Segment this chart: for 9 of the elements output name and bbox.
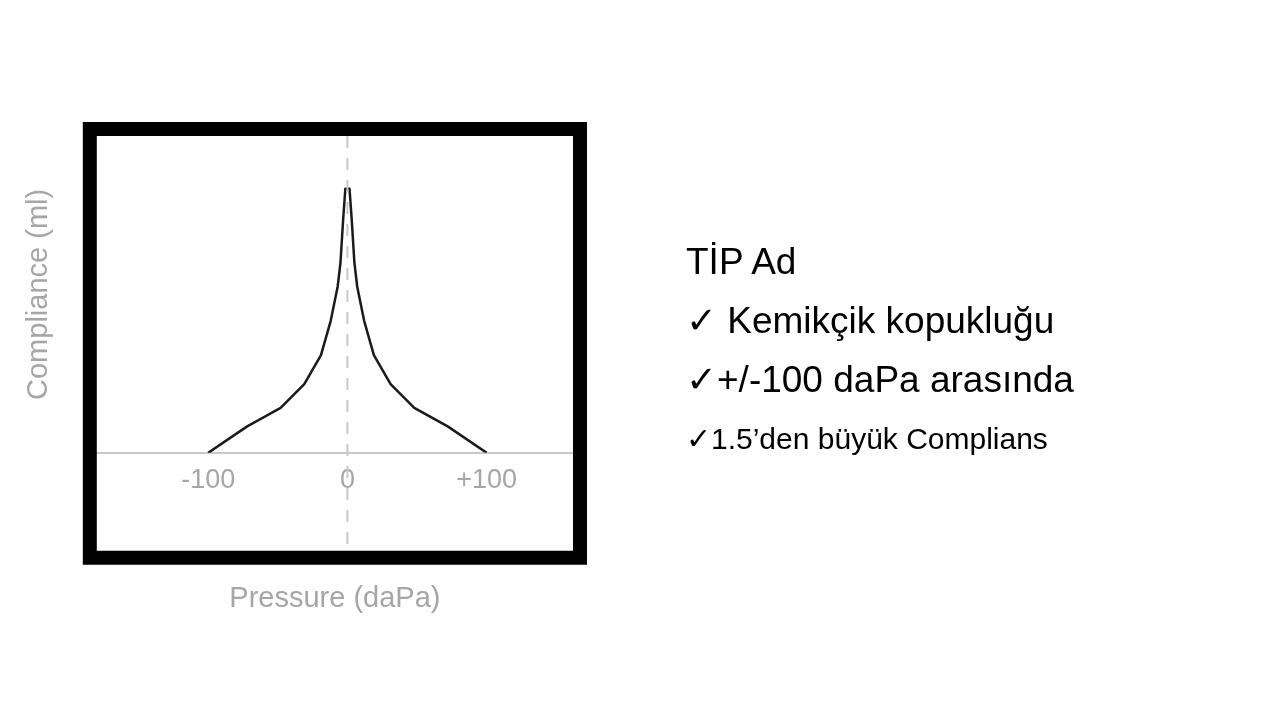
x-axis-title: Pressure (daPa) xyxy=(229,580,441,613)
text: ✓ Kemikçik kopukluğu xyxy=(686,299,1056,343)
x-tick-label: 0 xyxy=(339,464,355,495)
text: ✓1.5’den büyük Complians xyxy=(686,421,1049,457)
text: ✓+/-100 daPa arasında xyxy=(686,358,1074,402)
x-tick-label: +100 xyxy=(456,464,518,495)
y-axis-title: Compliance (ml) xyxy=(21,188,54,400)
x-tick-label: -100 xyxy=(181,464,236,495)
text: TİP Ad xyxy=(686,240,798,284)
